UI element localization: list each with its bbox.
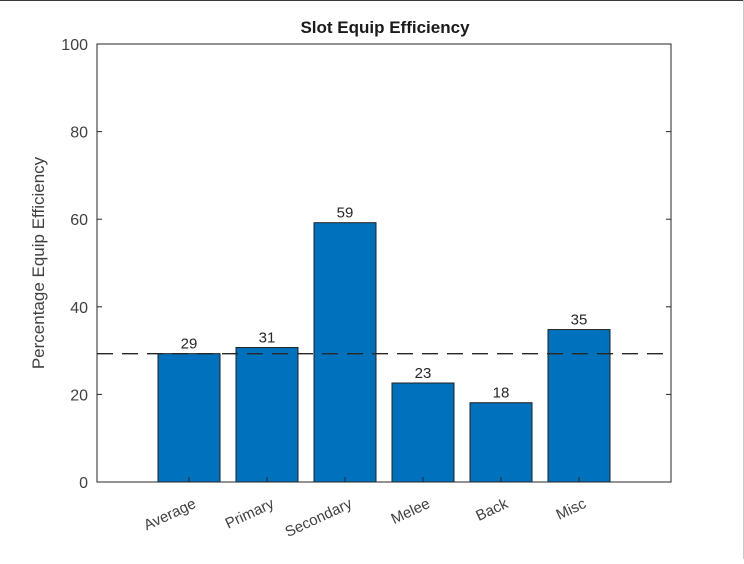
y-tick-label-100: 100 [61, 37, 88, 54]
y-tick-label-60: 60 [70, 212, 88, 229]
chart-title: Slot Equip Efficiency [300, 18, 470, 37]
data-label-average: 29 [181, 336, 198, 353]
bar-primary [235, 347, 299, 483]
x-tick-label-back: Back [473, 495, 511, 525]
x-tick-label-primary: Primary [223, 495, 277, 532]
bars-group [157, 222, 611, 483]
x-tick-label-average: Average [141, 495, 199, 534]
x-tick-label-melee: Melee [388, 495, 432, 528]
bar-labels-group: 29 31 59 23 18 35 [181, 205, 588, 402]
y-tick-label-0: 0 [79, 475, 88, 492]
bar-melee [391, 382, 455, 483]
data-label-misc: 35 [571, 312, 588, 329]
data-label-primary: 31 [259, 330, 276, 347]
bar-average [157, 353, 221, 483]
data-label-back: 18 [493, 385, 510, 402]
data-label-secondary: 59 [337, 205, 354, 222]
bar-misc [547, 329, 611, 483]
bar-secondary [313, 222, 377, 483]
data-label-melee: 23 [415, 365, 432, 382]
y-tick-label-80: 80 [70, 125, 88, 142]
x-axis: Average Primary Secondary Melee Back Misc [141, 477, 589, 541]
y-tick-label-40: 40 [70, 300, 88, 317]
y-tick-label-20: 20 [70, 387, 88, 404]
x-tick-label-misc: Misc [554, 495, 590, 524]
x-tick-label-secondary: Secondary [283, 495, 356, 541]
y-axis-label: Percentage Equip Efficiency [29, 156, 48, 369]
window-top-border [0, 0, 744, 1]
bar-back [469, 402, 533, 483]
axes-box [96, 43, 672, 483]
